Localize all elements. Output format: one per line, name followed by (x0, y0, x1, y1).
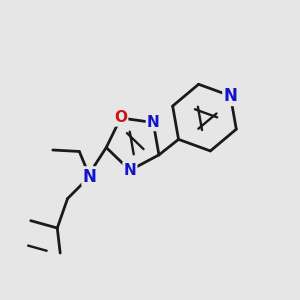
Text: N: N (124, 163, 136, 178)
Text: O: O (114, 110, 127, 125)
Text: N: N (224, 87, 237, 105)
Text: N: N (83, 167, 97, 185)
Text: N: N (147, 115, 160, 130)
